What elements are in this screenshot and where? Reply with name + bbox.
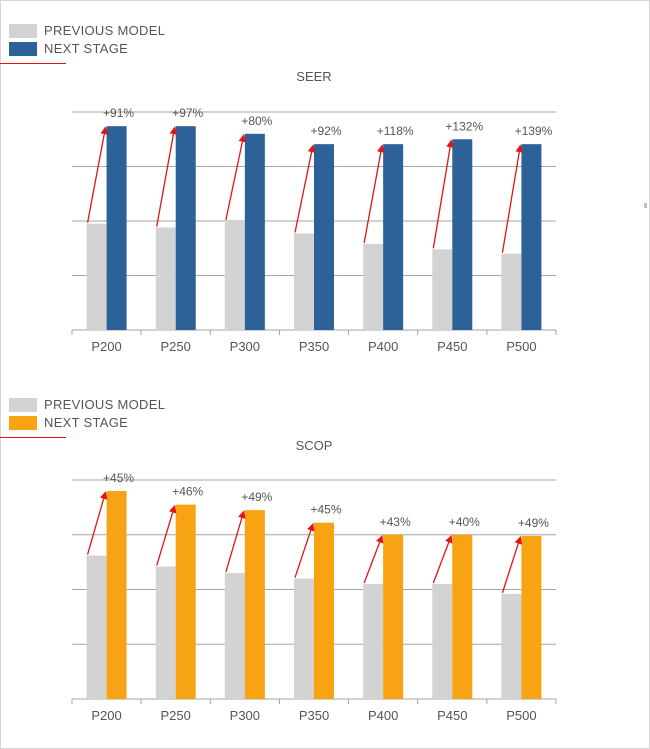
seer-chart: SEER +91% P200 +97% P250 +80% P300 +92% P350 +118…: [71, 69, 557, 354]
legend-swatch-previous: [9, 24, 37, 38]
legend-underline: [0, 437, 66, 438]
increase-label: +80%: [241, 114, 272, 128]
increase-label: +139%: [515, 124, 553, 138]
bar-next-p350: [314, 144, 334, 330]
increase-arrow: [294, 522, 315, 578]
bar-next-p300: [244, 510, 265, 699]
bar-previous-p200: [86, 223, 107, 330]
scroll-marker: [644, 203, 647, 208]
increase-label: +49%: [518, 516, 549, 530]
bar-previous-p500: [501, 253, 522, 330]
increase-arrow: [501, 144, 524, 253]
bar-next-p200: [106, 490, 127, 699]
x-tick-label: P350: [299, 339, 329, 354]
bar-next-p200: [106, 126, 127, 330]
bar-next-p350: [314, 522, 334, 699]
scop-chart: SCOP +45% P200 +46% P250 +49% P300 +45% P350 +43%…: [71, 438, 557, 723]
legend-swatch-next: [9, 42, 37, 56]
increase-label: +91%: [103, 106, 134, 120]
legend-label-next: NEXT STAGE: [44, 41, 129, 56]
bar-previous-p500: [501, 593, 522, 699]
bar-next-p250: [175, 504, 196, 699]
bar-previous-p450: [432, 249, 453, 330]
increase-label: +92%: [310, 124, 341, 138]
x-tick-label: P300: [230, 339, 260, 354]
increase-arrow: [363, 144, 385, 244]
increase-arrow: [294, 144, 316, 233]
x-tick-label: P500: [506, 339, 536, 354]
increase-arrow: [501, 536, 522, 594]
bar-previous-p300: [224, 221, 245, 330]
legend-label-previous: PREVIOUS MODEL: [44, 397, 166, 412]
bar-previous-p400: [363, 243, 384, 330]
bar-previous-p350: [294, 578, 314, 699]
bar-previous-p250: [155, 227, 176, 330]
x-tick-label: P450: [437, 339, 467, 354]
increase-label: +118%: [377, 124, 414, 138]
x-tick-label: P400: [368, 339, 398, 354]
x-tick-label: P250: [161, 708, 191, 723]
legend-underline: [0, 63, 66, 64]
increase-label: +43%: [380, 515, 411, 529]
bar-next-p400: [383, 144, 404, 330]
bar-previous-p200: [86, 555, 107, 699]
bar-previous-p400: [363, 584, 384, 699]
increase-arrow: [225, 134, 247, 221]
increase-arrow: [86, 491, 108, 555]
legend-label-previous: PREVIOUS MODEL: [44, 23, 166, 38]
increase-arrow: [156, 126, 178, 227]
x-tick-label: P300: [230, 708, 260, 723]
legend-swatch-previous: [9, 398, 37, 412]
increase-arrow: [432, 139, 454, 249]
bar-next-p450: [452, 139, 473, 330]
x-tick-label: P200: [91, 339, 121, 354]
bar-next-p300: [244, 133, 265, 330]
increase-arrow: [363, 535, 384, 584]
x-tick-label: P500: [506, 708, 536, 723]
bar-next-p250: [175, 126, 196, 330]
increase-arrow: [225, 510, 246, 573]
chart-title: SEER: [296, 69, 331, 84]
bar-next-p450: [452, 534, 473, 699]
increase-arrow: [156, 504, 177, 566]
chart-title: SCOP: [296, 438, 333, 453]
increase-label: +45%: [103, 471, 134, 485]
x-tick-label: P200: [91, 708, 121, 723]
increase-label: +45%: [310, 503, 341, 517]
increase-label: +46%: [172, 485, 203, 499]
x-tick-label: P250: [161, 339, 191, 354]
increase-label: +49%: [241, 490, 272, 504]
bar-previous-p350: [294, 233, 314, 330]
bar-previous-p450: [432, 584, 453, 699]
legend-swatch-next: [9, 416, 37, 430]
x-tick-label: P400: [368, 708, 398, 723]
x-tick-label: P350: [299, 708, 329, 723]
increase-label: +40%: [449, 515, 480, 529]
bar-previous-p300: [224, 573, 245, 699]
bar-next-p500: [521, 535, 542, 699]
bar-next-p500: [521, 144, 542, 330]
increase-label: +132%: [445, 119, 483, 133]
increase-label: +97%: [172, 106, 203, 120]
increase-arrow: [432, 535, 453, 584]
x-tick-label: P450: [437, 708, 467, 723]
bar-next-p400: [383, 534, 404, 699]
bar-previous-p250: [155, 566, 176, 699]
legend-label-next: NEXT STAGE: [44, 415, 129, 430]
increase-arrow: [86, 126, 109, 223]
